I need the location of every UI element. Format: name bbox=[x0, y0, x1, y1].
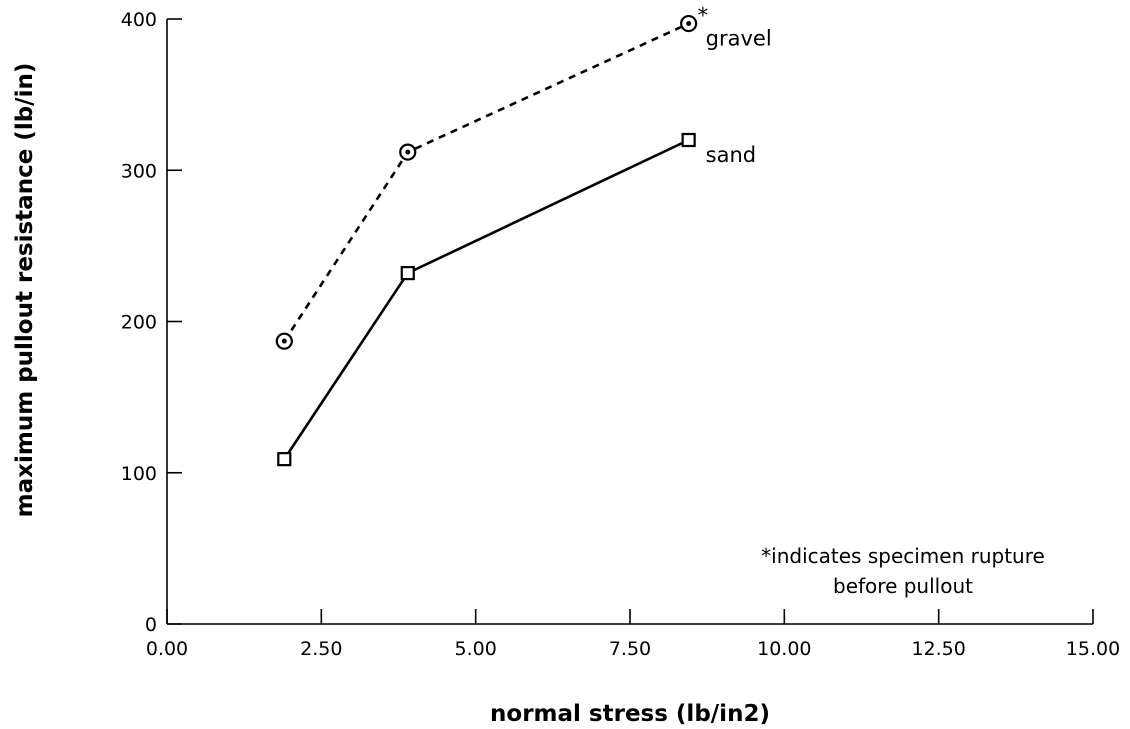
x-ticks: 0.00 2.50 5.00 7.50 10.00 12.50 15.00 bbox=[146, 609, 1120, 660]
data-point bbox=[681, 132, 696, 148]
axes bbox=[166, 19, 1093, 625]
x-tick-label: 2.50 bbox=[300, 638, 342, 660]
data-point-center bbox=[405, 149, 411, 155]
chart-note: *indicates specimen rupture before pullo… bbox=[761, 544, 1045, 598]
series-gravel: gravel* bbox=[275, 4, 772, 350]
series-line-gravel bbox=[283, 22, 690, 342]
x-axis-title: normal stress (lb/in2) bbox=[490, 701, 770, 727]
y-tick-label: 0 bbox=[145, 614, 157, 636]
series-line-sand bbox=[283, 138, 690, 460]
data-point-center bbox=[281, 338, 287, 344]
x-tick-label: 10.00 bbox=[757, 638, 811, 660]
data-point bbox=[277, 452, 292, 467]
series-layer: gravel*sand bbox=[275, 4, 772, 467]
x-tick-label: 12.50 bbox=[911, 638, 965, 660]
series-label-gravel: gravel bbox=[706, 27, 772, 51]
note-line-2: before pullout bbox=[833, 574, 973, 598]
y-axis-title: maximum pullout resistance (lb/in) bbox=[12, 63, 38, 518]
x-tick-label: 7.50 bbox=[609, 638, 651, 660]
x-tick-label: 5.00 bbox=[455, 638, 497, 660]
note-line-1: *indicates specimen rupture bbox=[761, 544, 1045, 568]
x-tick-label: 0.00 bbox=[146, 638, 188, 660]
rupture-asterisk: * bbox=[698, 4, 709, 28]
y-tick-label: 300 bbox=[121, 160, 157, 182]
y-tick-label: 400 bbox=[121, 9, 157, 31]
series-sand: sand bbox=[277, 132, 756, 467]
data-point-center bbox=[686, 21, 692, 27]
y-ticks: 0 100 200 300 400 bbox=[121, 9, 182, 636]
y-tick-label: 100 bbox=[121, 463, 157, 485]
data-point bbox=[400, 266, 415, 281]
series-label-sand: sand bbox=[706, 143, 756, 167]
y-tick-label: 200 bbox=[121, 312, 157, 334]
x-tick-label: 15.00 bbox=[1066, 638, 1120, 660]
